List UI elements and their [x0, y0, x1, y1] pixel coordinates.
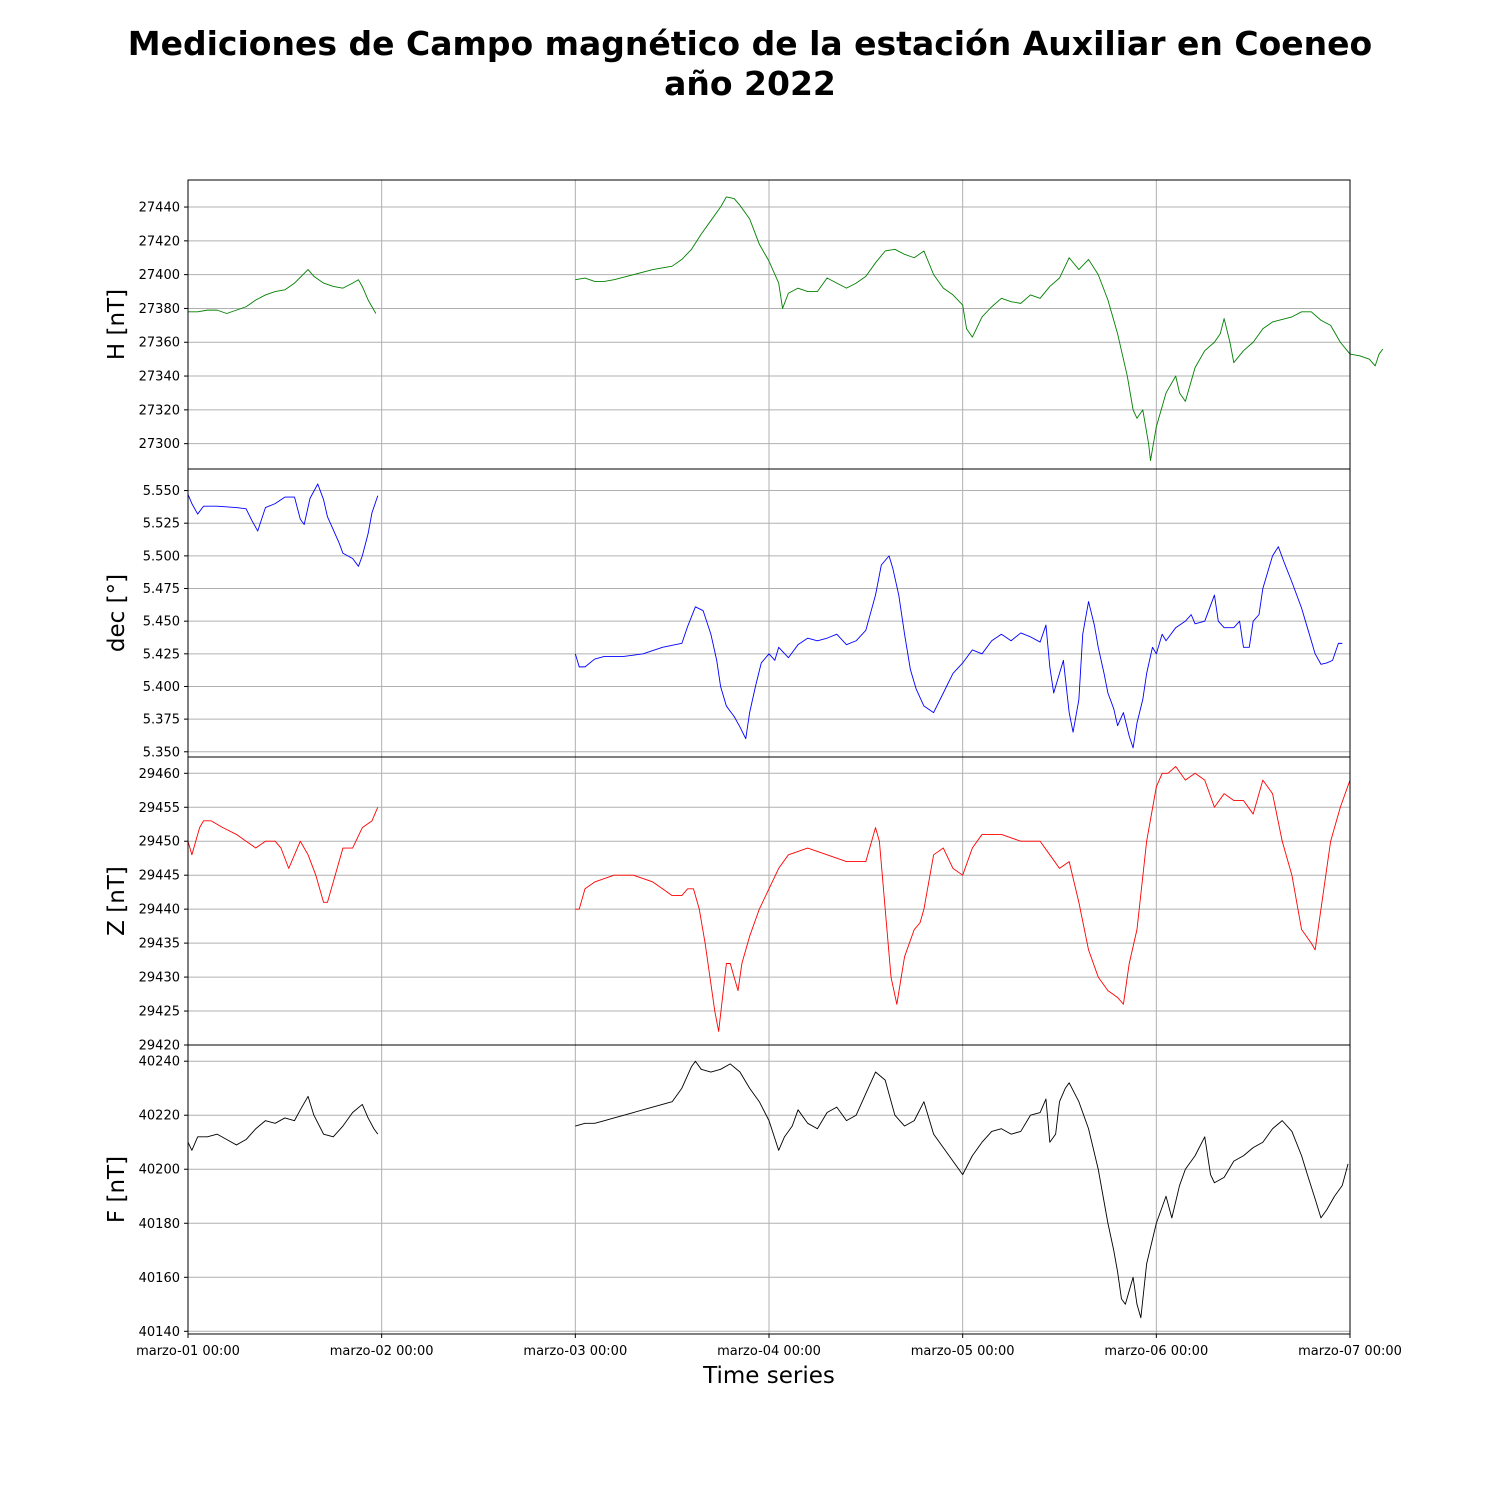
y-tick-label-2-7: 29455: [139, 801, 180, 816]
y-axis-label-0: H [nT]: [104, 289, 130, 360]
y-tick-label-2-3: 29435: [139, 937, 180, 952]
y-tick-label-1-2: 5.400: [143, 680, 180, 695]
x-tick-label-5: marzo-06 00:00: [1104, 1344, 1208, 1359]
y-axis-label-3: F [nT]: [104, 1156, 130, 1223]
series-line-2-1: [575, 766, 1351, 1032]
y-tick-label-1-7: 5.525: [143, 517, 180, 532]
y-tick-label-2-4: 29440: [139, 903, 180, 918]
series-line-3-0: [187, 1095, 379, 1151]
y-tick-label-0-6: 27420: [139, 234, 180, 249]
y-tick-label-0-1: 27320: [139, 403, 180, 418]
y-tick-label-1-1: 5.375: [143, 713, 180, 728]
x-tick-label-6: marzo-07 00:00: [1298, 1344, 1402, 1359]
x-axis-label: Time series: [702, 1363, 835, 1389]
x-tick-label-1: marzo-02 00:00: [330, 1344, 434, 1359]
y-tick-label-2-5: 29445: [139, 869, 180, 884]
y-tick-label-2-8: 29460: [139, 767, 180, 782]
y-tick-label-0-0: 27300: [139, 437, 180, 452]
y-tick-label-1-3: 5.425: [143, 647, 180, 662]
x-tick-label-3: marzo-04 00:00: [717, 1344, 821, 1359]
x-tick-label-2: marzo-03 00:00: [523, 1344, 627, 1359]
x-tick-label-4: marzo-05 00:00: [911, 1344, 1015, 1359]
title-line-2: año 2022: [664, 64, 836, 103]
series-line-1-1: [574, 546, 1343, 749]
y-tick-label-3-4: 40220: [139, 1109, 180, 1124]
y-tick-label-3-5: 40240: [139, 1055, 180, 1070]
y-tick-label-2-2: 29430: [139, 971, 180, 986]
series-line-2-0: [187, 807, 379, 903]
y-tick-label-0-3: 27360: [139, 336, 180, 351]
y-tick-label-0-2: 27340: [139, 370, 180, 385]
y-tick-label-3-2: 40180: [139, 1217, 180, 1232]
figure-title: Mediciones de Campo magnético de la esta…: [0, 24, 1500, 104]
y-tick-label-1-6: 5.500: [143, 549, 180, 564]
y-tick-label-3-1: 40160: [139, 1271, 180, 1286]
y-tick-label-2-0: 29420: [139, 1039, 180, 1054]
y-tick-label-3-3: 40200: [139, 1163, 180, 1178]
series-line-0-0: [188, 269, 377, 314]
y-tick-label-1-4: 5.450: [143, 615, 180, 630]
y-tick-label-0-5: 27400: [139, 268, 180, 283]
series-line-0-1: [575, 196, 1384, 461]
y-tick-label-1-0: 5.350: [143, 745, 180, 760]
y-tick-label-1-5: 5.475: [143, 582, 180, 597]
y-tick-label-0-7: 27440: [139, 201, 180, 216]
y-tick-label-0-4: 27380: [139, 302, 180, 317]
y-tick-label-2-1: 29425: [139, 1005, 180, 1020]
series-line-1-0: [187, 483, 379, 567]
y-tick-label-3-0: 40140: [139, 1325, 180, 1340]
series-line-3-1: [575, 1060, 1349, 1319]
y-axis-label-1: dec [°]: [104, 574, 130, 652]
title-line-1: Mediciones de Campo magnético de la esta…: [127, 24, 1373, 63]
y-axis-label-2: Z [nT]: [104, 866, 130, 936]
y-tick-label-1-8: 5.550: [143, 484, 180, 499]
y-tick-label-2-6: 29450: [139, 835, 180, 850]
x-tick-label-0: marzo-01 00:00: [136, 1344, 240, 1359]
